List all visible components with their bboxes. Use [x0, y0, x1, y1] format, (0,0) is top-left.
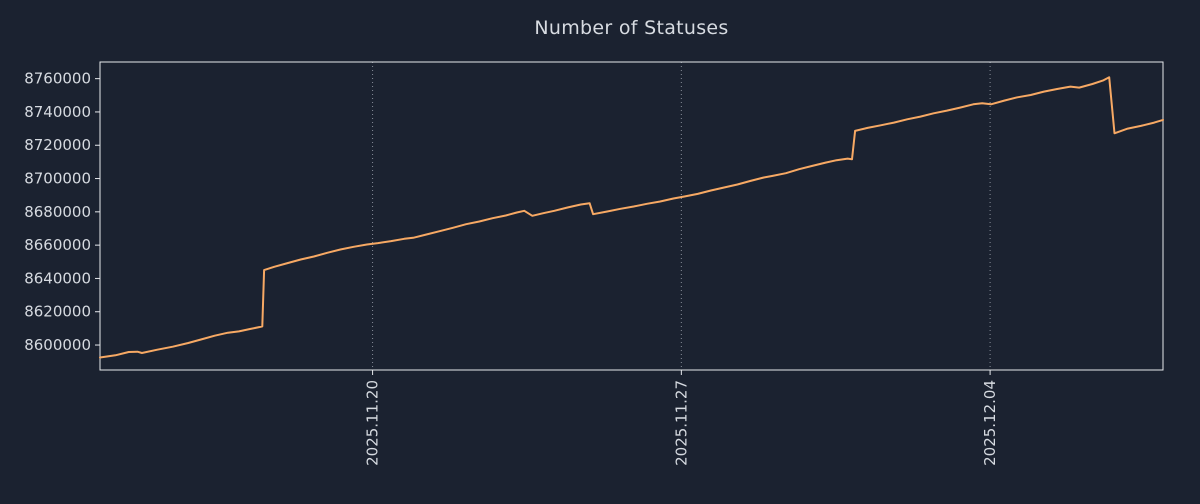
- y-tick-label: 8600000: [24, 336, 91, 354]
- y-tick-label: 8700000: [24, 170, 91, 188]
- x-tick-label: 2025.12.04: [981, 380, 999, 466]
- y-tick-label: 8760000: [24, 70, 91, 88]
- chart-title: Number of Statuses: [534, 17, 729, 39]
- y-tick-label: 8620000: [24, 303, 91, 321]
- y-tick-label: 8680000: [24, 203, 91, 221]
- x-tick-label: 2025.11.20: [364, 380, 382, 466]
- y-tick-label: 8660000: [24, 236, 91, 254]
- series-statuses: [99, 76, 1164, 359]
- plot-border: [99, 61, 1164, 371]
- y-tick-label: 8720000: [24, 136, 91, 154]
- y-tick-label: 8740000: [24, 103, 91, 121]
- x-tick-label: 2025.11.27: [672, 380, 690, 466]
- y-tick-label: 8640000: [24, 269, 91, 287]
